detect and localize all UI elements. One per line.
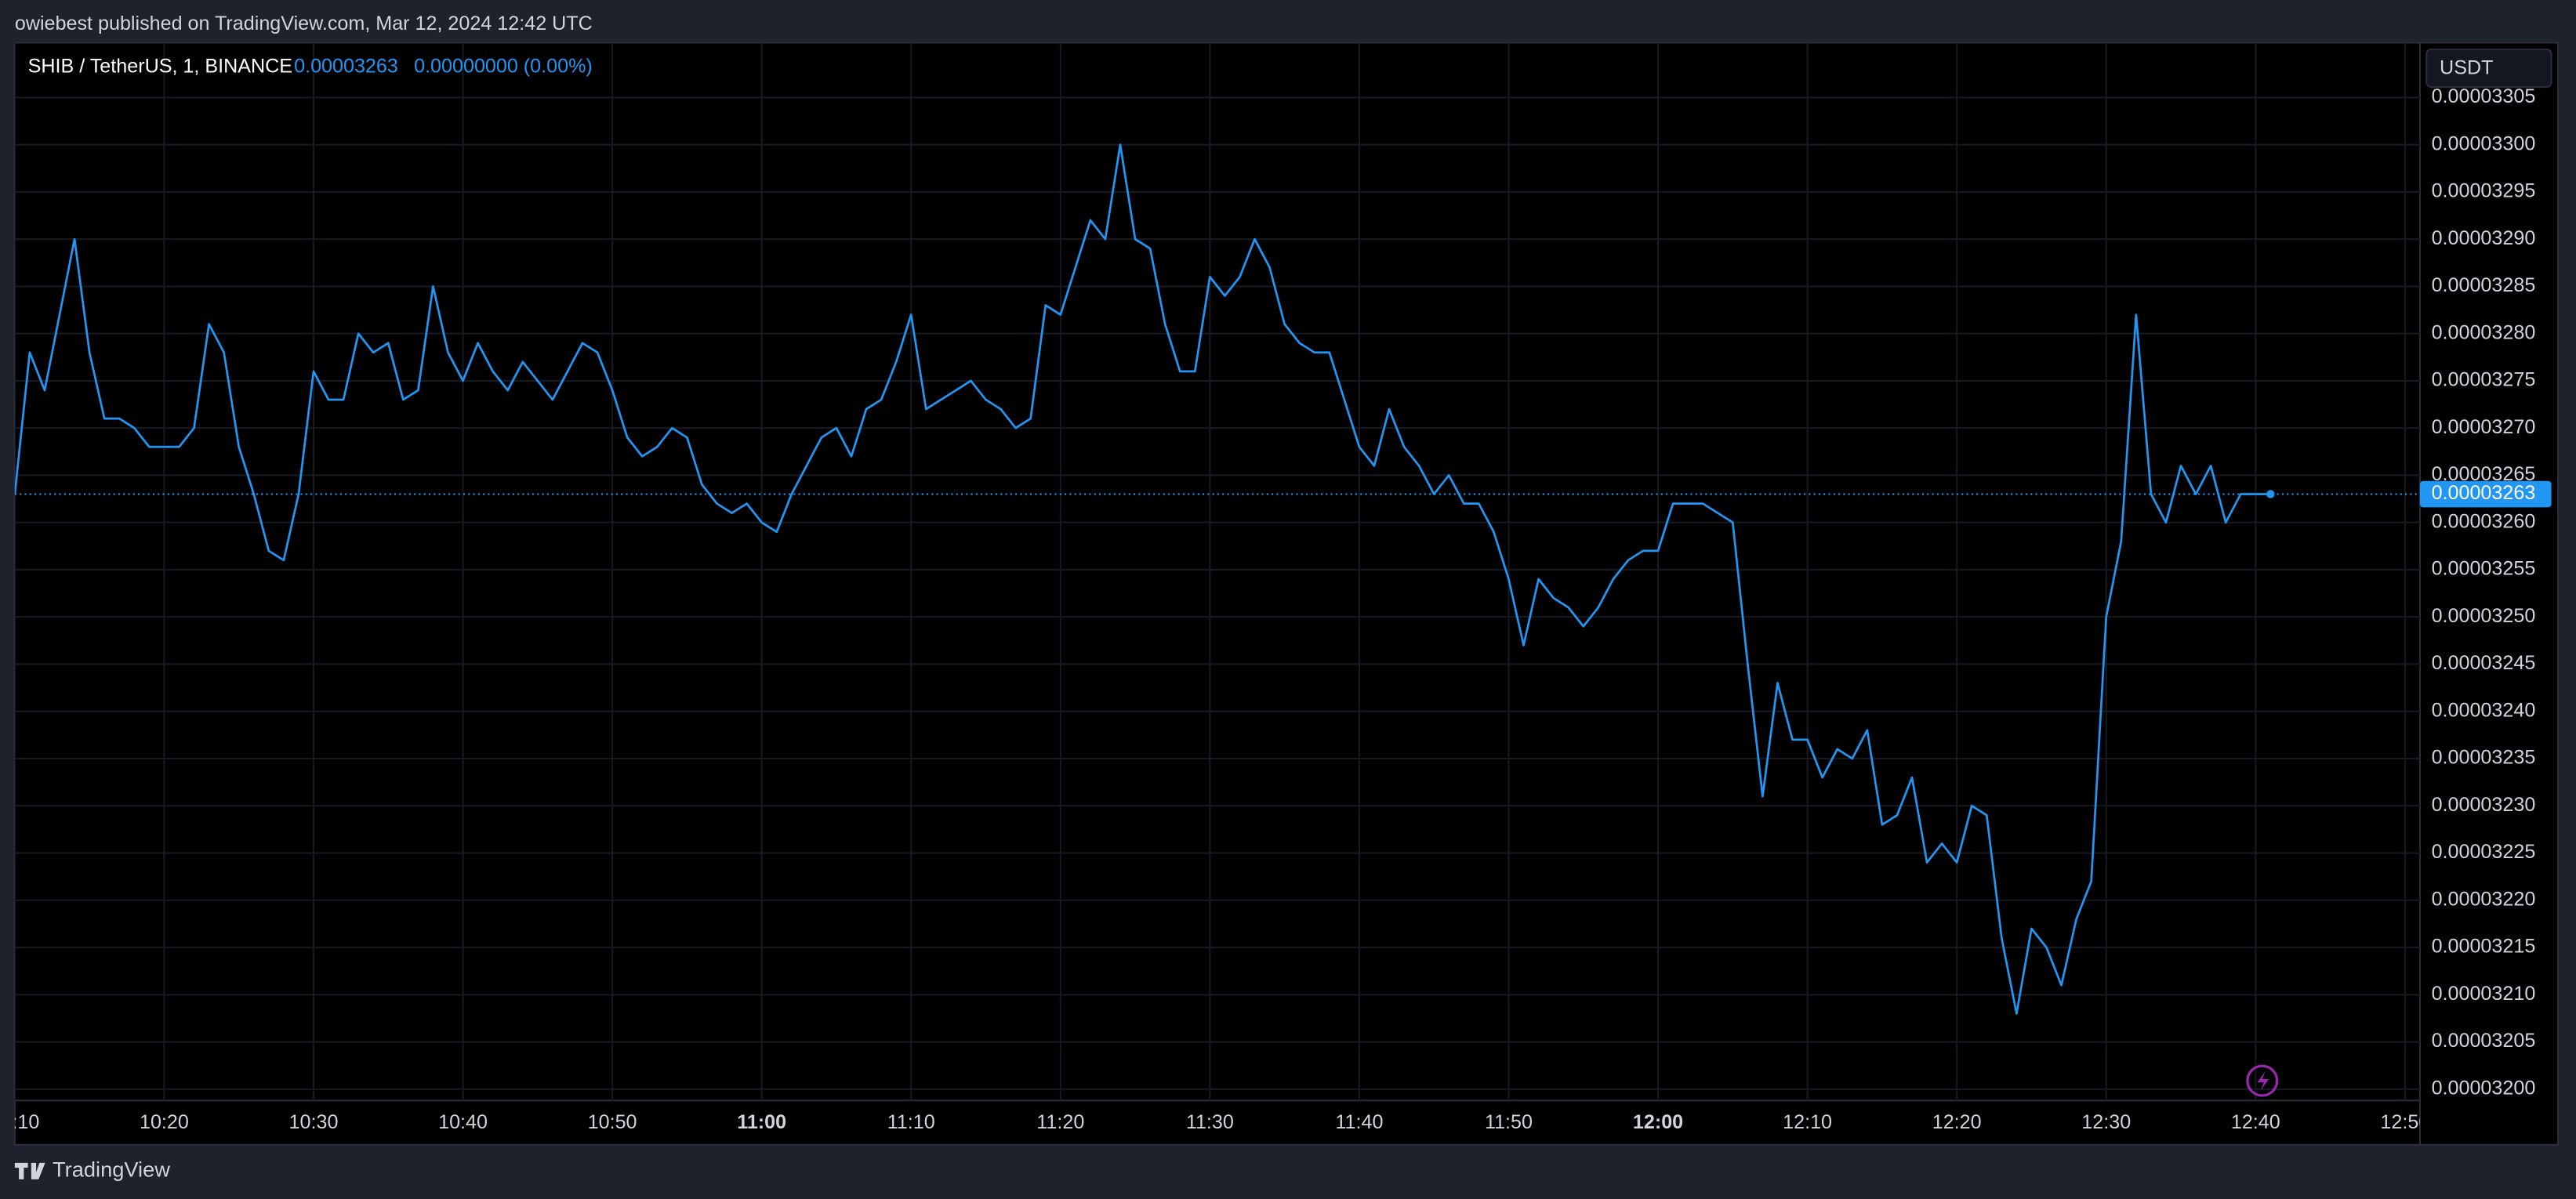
brand-name: TradingView (53, 1157, 170, 1182)
y-tick-label: 0.00003235 (2432, 747, 2536, 769)
y-tick-label: 0.00003300 (2432, 132, 2536, 154)
legend-change: 0.00000000 (0.00%) (414, 56, 593, 78)
x-tick-label: 12:30 (2081, 1111, 2131, 1133)
currency-button[interactable] (2425, 48, 2552, 89)
last-price-box (2419, 480, 2552, 508)
x-tick-label: 10:10 (0, 1111, 39, 1133)
y-tick-label: 0.00003280 (2432, 321, 2536, 343)
x-tick-label: 12:00 (1633, 1111, 1683, 1133)
alert-icon[interactable] (2246, 1064, 2279, 1097)
x-tick-label: 11:40 (1335, 1111, 1383, 1133)
currency-label[interactable]: USDT (2440, 57, 2493, 79)
y-tick-label: 0.00003240 (2432, 699, 2536, 721)
time-axis: 10:10 10:20 10:30 10:40 10:50 11:00 11:10 11:20… (0, 1111, 2429, 1133)
x-tick-label: 11:10 (887, 1111, 935, 1133)
symbol-title: SHIB / TetherUS, 1, BINANCE (28, 56, 292, 78)
x-tick-label: 11:50 (1485, 1111, 1533, 1133)
last-point (2266, 490, 2275, 498)
y-tick-label: 0.00003255 (2432, 558, 2536, 580)
grid (14, 42, 2420, 1101)
y-tick-label: 0.00003285 (2432, 274, 2536, 296)
y-tick-label: 0.00003215 (2432, 936, 2536, 958)
legend-last-price: 0.00003263 (294, 56, 398, 78)
y-tick-label: 0.00003260 (2432, 510, 2536, 532)
y-tick-label: 0.00003305 (2432, 85, 2536, 107)
plot-area (14, 143, 2420, 1015)
brand-logo (14, 1162, 45, 1179)
x-tick-label: 10:50 (588, 1111, 637, 1133)
y-tick-label: 0.00003250 (2432, 605, 2536, 627)
x-tick-label: 12:50 (2380, 1111, 2429, 1133)
y-tick-label: 0.00003205 (2432, 1030, 2536, 1052)
y-tick-label: 0.00003220 (2432, 888, 2536, 910)
x-tick-label: 10:20 (140, 1111, 189, 1133)
y-tick-label: 0.00003245 (2432, 652, 2536, 674)
price-line (14, 143, 2271, 1015)
y-tick-label: 0.00003290 (2432, 227, 2536, 249)
x-tick-label: 10:30 (289, 1111, 339, 1133)
y-tick-label: 0.00003295 (2432, 180, 2536, 202)
y-tick-label: 0.00003210 (2432, 983, 2536, 1005)
publisher-line: owiebest published on TradingView.com, M… (15, 13, 593, 34)
y-tick-label: 0.00003225 (2432, 841, 2536, 863)
x-tick-label: 12:20 (1932, 1111, 1982, 1133)
x-tick-label: 11:30 (1186, 1111, 1234, 1133)
x-tick-label: 12:10 (1783, 1111, 1832, 1133)
y-tick-label: 0.00003230 (2432, 794, 2536, 816)
y-tick-label: 0.00003270 (2432, 416, 2536, 438)
y-tick-label: 0.00003275 (2432, 369, 2536, 391)
alert-bolt (2257, 1070, 2269, 1091)
x-tick-label: 10:40 (438, 1111, 488, 1133)
x-tick-label: 11:20 (1036, 1111, 1084, 1133)
x-tick-label: 12:40 (2231, 1111, 2280, 1133)
x-tick-label: 11:00 (737, 1111, 786, 1133)
last-price-label: 0.00003263 (2432, 482, 2536, 504)
price-axis: 0.00003200 0.00003205 0.00003210 0.00003215… (2419, 85, 2552, 1099)
chart-frame (13, 42, 2559, 1146)
y-tick-label: 0.00003200 (2432, 1077, 2536, 1099)
